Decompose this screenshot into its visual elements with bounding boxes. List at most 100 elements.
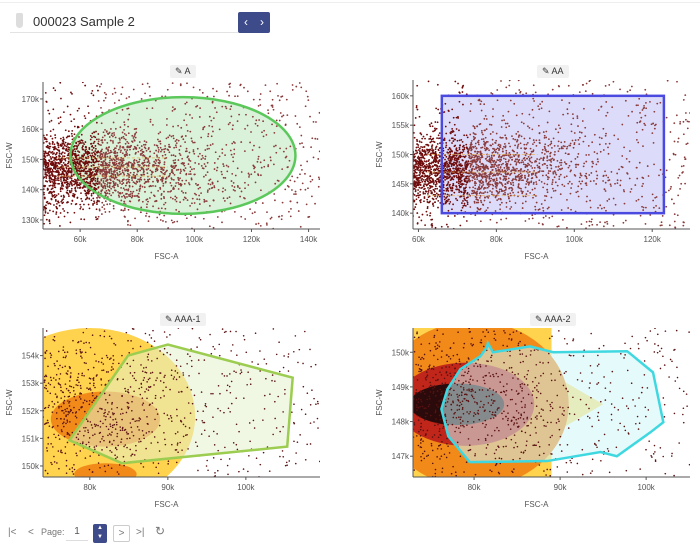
event-dot [482,133,484,136]
event-dot [116,172,118,174]
event-dot [208,147,210,150]
event-dot [108,192,111,195]
event-dot [143,146,146,149]
event-dot [458,139,461,142]
event-dot [50,174,52,177]
event-dot [279,112,282,114]
event-dot [171,169,174,171]
event-dot [523,143,526,146]
event-dot [500,80,502,82]
event-dot [163,203,165,206]
event-dot [512,150,515,152]
event-dot [66,172,69,175]
event-dot [143,182,146,185]
event-dot [455,172,458,174]
event-dot [104,97,107,99]
prev-sample-button[interactable]: ‹ [244,15,248,29]
event-dot [271,98,274,101]
event-dot [523,137,526,140]
event-dot [635,199,638,202]
event-dot [54,182,57,185]
event-dot [439,189,441,192]
event-dot [577,195,580,198]
event-dot [459,180,462,183]
event-dot [194,162,197,164]
event-dot [153,152,156,155]
event-dot [686,127,689,130]
event-dot [480,175,483,178]
event-dot [435,175,437,178]
event-dot [86,150,89,153]
event-dot [98,209,101,212]
event-dot [89,134,92,137]
event-dot [501,183,503,186]
event-dot [494,210,497,212]
event-dot [511,159,513,161]
event-dot [82,158,85,161]
event-dot [498,188,501,191]
event-dot [57,167,59,170]
event-dot [614,203,617,206]
event-dot [461,148,464,151]
event-dot [460,138,463,141]
event-dot [182,191,185,194]
event-dot [579,176,581,179]
event-dot [50,178,53,180]
event-dot [76,147,78,150]
event-dot [139,184,142,187]
event-dot [178,149,181,151]
event-dot [647,175,650,177]
event-dot [608,84,611,86]
event-dot [447,181,450,183]
event-dot [471,192,473,195]
event-dot [443,165,445,167]
event-dot [677,194,680,197]
event-dot [528,181,530,184]
event-dot [147,148,150,150]
event-dot [484,196,486,199]
event-dot [281,115,283,118]
event-dot [559,173,562,176]
event-dot [145,149,148,152]
event-dot [134,175,137,177]
event-dot [567,84,570,87]
event-dot [175,138,178,141]
event-dot [415,152,417,155]
event-dot [211,100,214,103]
event-dot [524,176,526,179]
event-dot [240,141,243,143]
event-dot [621,123,624,126]
event-dot [78,151,81,153]
event-dot [214,151,217,154]
event-dot [543,134,546,137]
next-sample-button[interactable]: › [260,15,264,29]
event-dot [505,165,508,168]
event-dot [428,150,431,153]
event-dot [62,208,64,210]
event-dot [138,160,140,163]
event-dot [243,86,245,89]
event-dot [55,152,58,155]
event-dot [445,190,448,192]
event-dot [486,206,489,209]
event-dot [540,180,543,183]
event-dot [510,206,513,208]
event-dot [476,201,478,204]
event-dot [413,175,416,178]
event-dot [128,153,131,156]
event-dot [434,127,436,130]
event-dot [566,108,569,111]
event-dot [509,156,512,159]
x-tick-label: 60k [74,235,88,244]
event-dot [97,142,100,145]
event-dot [86,196,89,199]
event-dot [525,180,528,183]
event-dot [604,181,607,184]
event-dot [197,183,200,186]
event-dot [628,177,631,180]
event-dot [193,167,195,170]
event-dot [120,156,123,159]
event-dot [111,176,114,179]
event-dot [416,212,419,214]
event-dot [68,135,70,138]
